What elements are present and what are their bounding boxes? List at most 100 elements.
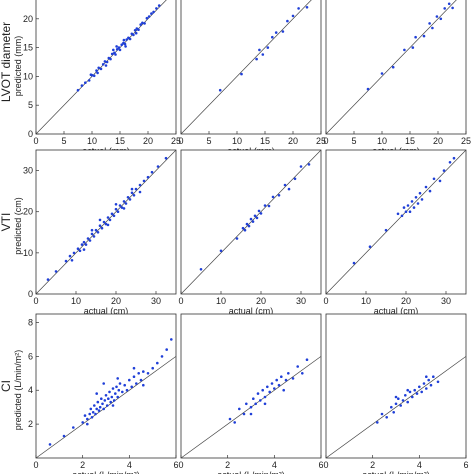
data-point <box>447 2 451 6</box>
data-point <box>301 372 304 375</box>
y-tick-label: 30 <box>23 166 33 176</box>
data-point <box>86 237 90 240</box>
data-point <box>82 240 86 244</box>
data-point <box>87 79 91 82</box>
data-point <box>114 53 117 56</box>
data-point <box>155 7 158 10</box>
data-point <box>400 214 404 218</box>
data-point <box>130 187 134 191</box>
data-point <box>218 88 222 92</box>
panel-r1-c2: 0 10 20 30 actual (cm) <box>323 149 467 316</box>
x-tick-label: 20 <box>288 136 298 146</box>
data-point <box>219 249 223 253</box>
y-axis-label: predicted (mm) <box>13 36 23 97</box>
data-point <box>97 409 101 412</box>
data-point <box>62 434 66 438</box>
data-point <box>263 395 267 399</box>
data-point <box>112 399 116 402</box>
data-point <box>435 15 439 18</box>
data-point <box>266 385 269 389</box>
data-point <box>271 35 274 39</box>
data-point <box>105 404 109 407</box>
data-point <box>420 390 424 394</box>
data-point <box>132 33 135 37</box>
data-point <box>258 48 261 52</box>
data-point <box>76 88 80 92</box>
data-point <box>142 370 145 373</box>
x-tick-label: 2 <box>225 460 230 470</box>
data-point <box>137 28 140 32</box>
data-point <box>352 261 356 265</box>
y-tick-label: 20 <box>23 14 33 24</box>
x-tick-label: 4 <box>127 460 132 470</box>
data-point <box>109 57 112 61</box>
plot-area <box>181 0 312 134</box>
plot-frame <box>180 313 322 459</box>
x-tick-label: 15 <box>260 136 270 146</box>
data-point <box>104 64 108 67</box>
data-point <box>118 48 122 52</box>
data-point <box>142 383 145 387</box>
data-point <box>118 382 122 385</box>
x-tick-label: 4 <box>417 460 422 470</box>
data-point <box>128 37 132 41</box>
data-point <box>117 388 121 392</box>
data-point <box>241 226 245 230</box>
data-point <box>139 23 142 26</box>
data-point <box>123 42 127 46</box>
data-point <box>422 34 426 38</box>
data-point <box>431 26 434 30</box>
data-point <box>263 402 267 406</box>
data-point <box>116 377 119 380</box>
data-point <box>438 179 442 183</box>
data-point <box>143 22 146 25</box>
data-point <box>394 395 398 399</box>
x-tick-label: 20 <box>433 136 443 146</box>
data-point <box>263 204 267 207</box>
data-point <box>106 216 110 219</box>
data-point <box>256 392 260 395</box>
data-point <box>125 38 128 41</box>
identity-line <box>181 0 312 134</box>
data-point <box>92 235 96 238</box>
data-point <box>147 15 151 18</box>
data-point <box>110 395 114 399</box>
data-point <box>245 402 248 406</box>
data-point <box>117 46 121 49</box>
x-tick-label: 0 <box>178 296 183 306</box>
data-point <box>228 417 232 421</box>
data-point <box>408 210 412 213</box>
data-point <box>124 45 127 48</box>
y-tick-label: 6 <box>28 351 33 361</box>
data-point <box>384 228 388 232</box>
data-point <box>146 175 150 179</box>
data-point <box>436 380 440 384</box>
data-point <box>132 366 136 370</box>
data-point <box>247 224 251 228</box>
data-point <box>199 268 203 271</box>
data-point <box>280 375 283 379</box>
data-point <box>287 187 291 191</box>
data-point <box>97 66 100 70</box>
x-tick-label: 30 <box>151 296 161 306</box>
data-point <box>257 209 261 213</box>
y-tick-label: 10 <box>23 71 33 81</box>
data-point <box>100 226 104 230</box>
data-point <box>261 388 265 392</box>
data-point <box>114 392 117 395</box>
data-point <box>266 46 270 49</box>
data-point <box>283 183 287 187</box>
data-point <box>392 411 396 414</box>
data-point <box>267 204 271 208</box>
data-point <box>150 12 153 15</box>
data-point <box>95 69 98 72</box>
data-point <box>94 228 98 232</box>
data-point <box>368 245 372 248</box>
plot-frame <box>35 0 177 135</box>
data-point <box>89 73 93 76</box>
data-point <box>293 177 297 181</box>
data-point <box>376 421 379 424</box>
x-tick-label: 20 <box>401 296 411 306</box>
data-point <box>96 400 100 404</box>
row-label: CI <box>0 380 13 392</box>
